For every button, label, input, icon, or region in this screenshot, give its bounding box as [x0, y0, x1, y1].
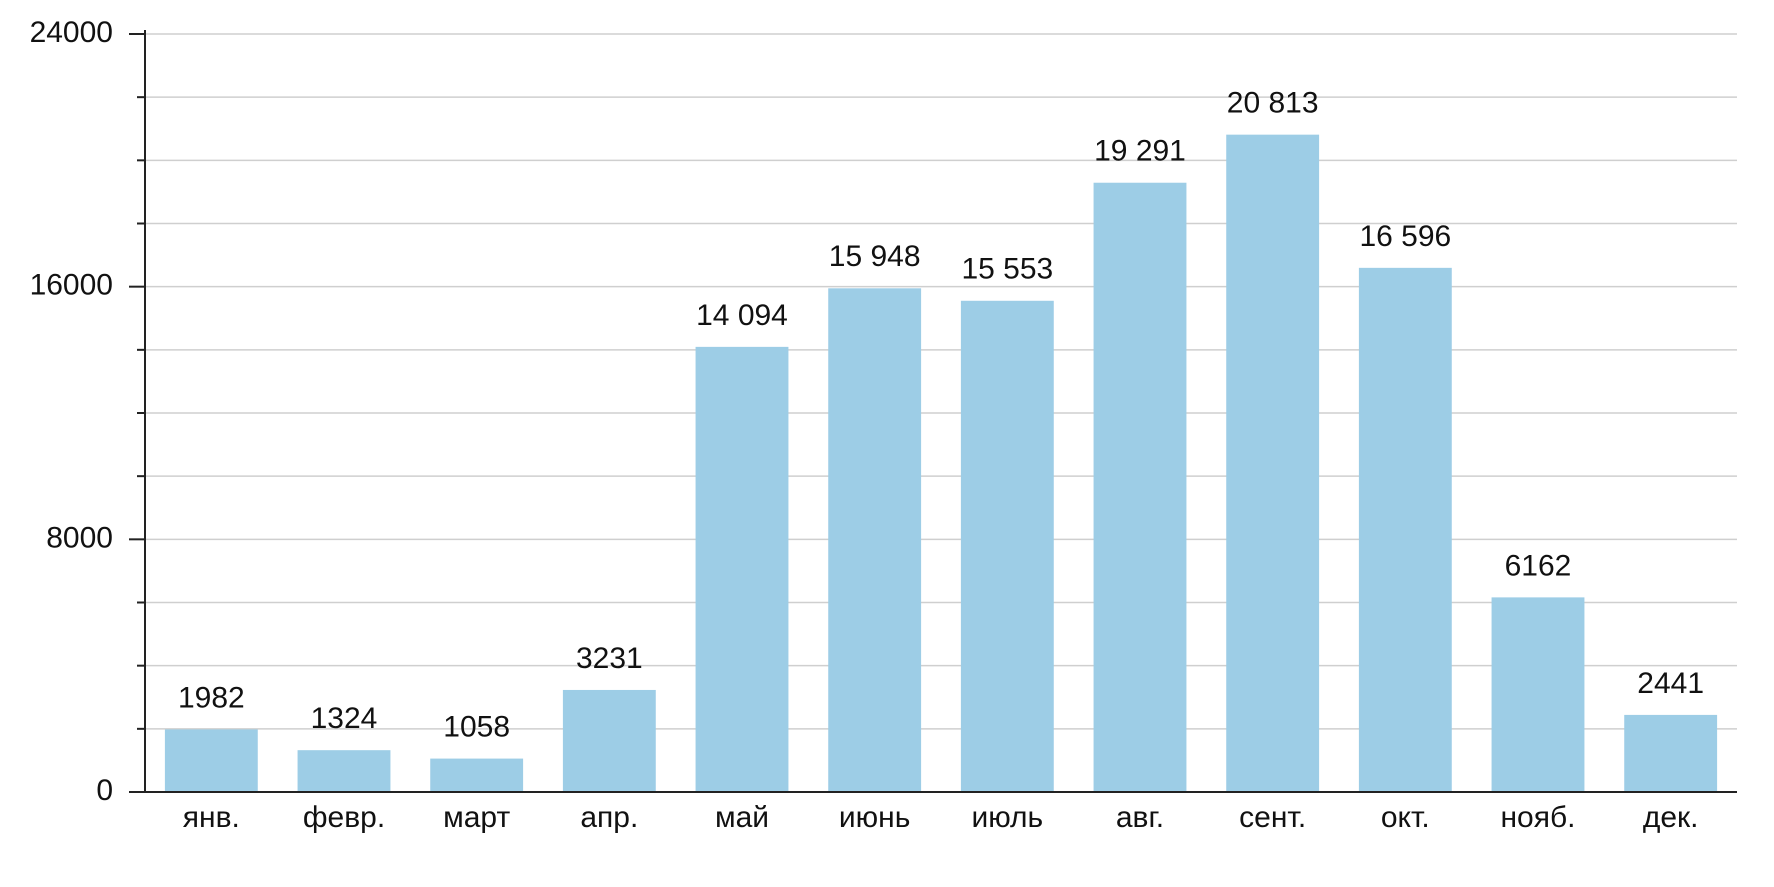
bar — [1624, 714, 1718, 792]
value-label: 20 813 — [1227, 87, 1319, 120]
value-label: 3231 — [576, 642, 643, 675]
bar — [1226, 134, 1320, 793]
x-tick-label: февр. — [303, 801, 385, 834]
value-label: 19 291 — [1094, 135, 1186, 168]
x-tick-label: июль — [971, 801, 1043, 834]
bar — [562, 689, 656, 792]
x-tick-label: авг. — [1116, 801, 1164, 834]
value-label: 2441 — [1637, 667, 1704, 700]
value-label: 15 948 — [829, 240, 921, 273]
y-tick-label: 0 — [96, 774, 113, 807]
y-tick-label: 16000 — [30, 269, 113, 302]
value-label: 6162 — [1505, 549, 1572, 582]
value-label: 15 553 — [961, 253, 1053, 286]
bar — [1358, 267, 1452, 792]
x-tick-label: нояб. — [1500, 801, 1575, 834]
bar — [1491, 597, 1585, 792]
bar — [828, 288, 922, 792]
x-tick-label: июнь — [839, 801, 910, 834]
x-tick-label: дек. — [1643, 801, 1699, 834]
value-label: 16 596 — [1359, 220, 1451, 253]
value-label: 1982 — [178, 681, 245, 714]
x-tick-label: май — [715, 801, 769, 834]
bar — [430, 758, 524, 792]
value-label: 1058 — [443, 711, 510, 744]
x-tick-label: сент. — [1239, 801, 1306, 834]
bar — [960, 300, 1054, 792]
bar — [695, 346, 789, 792]
bar — [164, 729, 258, 792]
bar — [297, 750, 391, 792]
value-label: 1324 — [311, 702, 378, 735]
y-tick-label: 24000 — [30, 16, 113, 49]
x-tick-label: апр. — [580, 801, 638, 834]
bar — [1093, 182, 1187, 792]
x-tick-label: окт. — [1381, 801, 1430, 834]
value-label: 14 094 — [696, 299, 788, 332]
x-tick-label: янв. — [183, 801, 240, 834]
x-tick-label: март — [443, 801, 510, 834]
y-tick-label: 8000 — [46, 521, 113, 554]
